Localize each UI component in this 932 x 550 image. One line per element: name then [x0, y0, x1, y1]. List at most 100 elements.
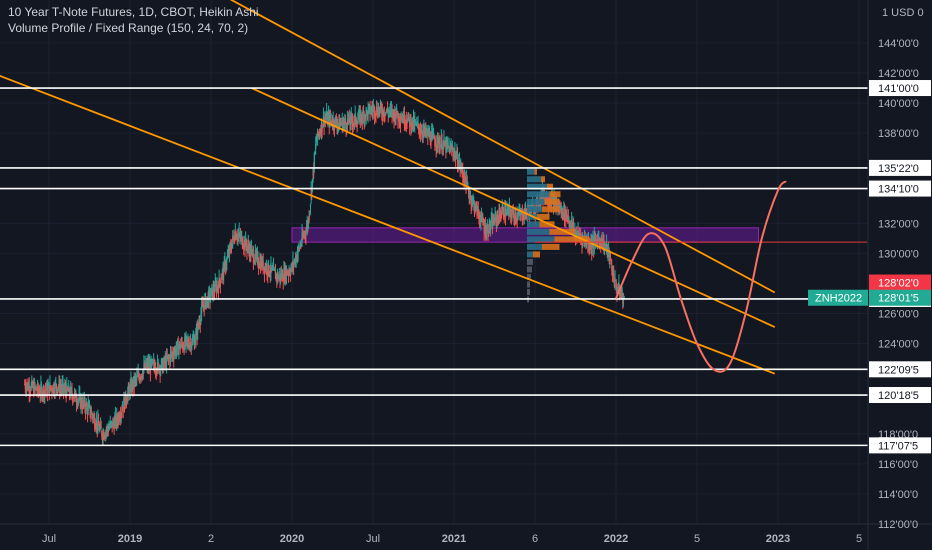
candle-body — [315, 144, 317, 150]
candle-body — [480, 218, 482, 223]
candle-body — [205, 298, 207, 309]
candle-body — [518, 209, 520, 215]
candle-body — [616, 287, 618, 294]
candle-body — [431, 130, 433, 136]
candle-body — [103, 435, 106, 438]
candle-body — [112, 422, 115, 424]
candle-body — [376, 108, 378, 115]
candle-body — [30, 384, 32, 390]
candle-body — [38, 390, 40, 392]
current-price-label: 128'02'0 — [878, 278, 919, 290]
candle-body — [397, 113, 400, 118]
candle-body — [232, 237, 234, 239]
candle-body — [248, 246, 250, 250]
candle-body — [136, 375, 139, 377]
candle-body — [484, 222, 486, 230]
candle-body — [335, 120, 337, 125]
candle-body — [524, 211, 526, 219]
candle-body — [164, 360, 166, 364]
channel-layer — [0, 0, 776, 375]
purple-zone — [291, 227, 760, 243]
candle-body — [226, 255, 229, 259]
candle-body — [255, 254, 257, 256]
candle-body — [235, 232, 237, 240]
candle-body — [415, 123, 417, 125]
candle-body — [412, 116, 415, 126]
candle-body — [262, 261, 264, 271]
candle-body — [377, 112, 379, 118]
candle-body — [283, 268, 285, 279]
candle-body — [496, 216, 498, 221]
candle-body — [76, 401, 78, 407]
candle-body — [493, 219, 495, 224]
levels-layer — [0, 87, 868, 447]
candle-body — [236, 236, 238, 240]
candle-body — [61, 388, 63, 390]
candle-body — [407, 112, 409, 120]
candle-body — [107, 427, 109, 430]
candle-body — [571, 219, 573, 225]
candle-body — [385, 112, 387, 115]
candle-body — [355, 121, 358, 126]
candle-body — [455, 152, 457, 160]
candle-body — [413, 120, 415, 128]
candle-body — [90, 411, 93, 415]
candle-body — [436, 134, 439, 145]
candle-body — [359, 113, 361, 124]
candle-body — [85, 402, 87, 410]
candle-body — [193, 338, 195, 340]
candle-body — [475, 202, 477, 207]
candle-body — [223, 260, 225, 273]
candle-body — [495, 216, 498, 224]
price-tick-label: 132'00'0 — [878, 218, 919, 230]
indicator-label[interactable]: Volume Profile / Fixed Range (150, 24, 7… — [8, 21, 249, 35]
candle-body — [180, 345, 182, 348]
candle-body — [366, 110, 368, 112]
volume-profile-bar-up — [527, 228, 550, 235]
candle-body — [198, 323, 200, 325]
candle-body — [371, 108, 373, 110]
candle-body — [174, 348, 176, 353]
candle-body — [81, 400, 83, 407]
candle-body — [70, 386, 72, 396]
candle-body — [498, 208, 500, 220]
candle-body — [226, 258, 228, 264]
time-tick-label: 2 — [208, 533, 214, 545]
candle-body — [246, 246, 248, 252]
candle-body — [617, 289, 619, 291]
candle-body — [225, 266, 227, 268]
candle-body — [482, 219, 484, 223]
candle-body — [129, 388, 131, 396]
candle-body — [418, 128, 420, 134]
candle-body — [85, 407, 87, 413]
candle-body — [239, 236, 242, 239]
candle-body — [269, 272, 271, 276]
candle-body — [95, 425, 97, 429]
candle-body — [389, 107, 391, 113]
candle-body — [111, 422, 113, 429]
candle-body — [333, 120, 335, 128]
candle-body — [242, 244, 244, 249]
candle-body — [475, 203, 477, 210]
price-tick-label: 142'00'0 — [878, 68, 919, 80]
projection-curve — [615, 180, 787, 373]
candle-body — [265, 266, 267, 272]
candle-body — [395, 118, 397, 120]
candle-body — [208, 290, 210, 294]
candle-body — [67, 390, 69, 392]
candle-body — [140, 376, 142, 380]
candle-body — [569, 223, 571, 229]
candle-body — [126, 399, 128, 403]
candle-body — [462, 171, 464, 177]
candle-body — [404, 121, 406, 126]
candle-body — [200, 314, 202, 320]
candle-body — [312, 168, 314, 177]
candle-body — [35, 386, 37, 389]
candle-body — [257, 256, 259, 266]
candle-body — [175, 349, 177, 356]
candle-body — [177, 339, 179, 345]
candle-body — [88, 403, 91, 407]
candle-body — [311, 188, 313, 195]
candle-body — [296, 255, 298, 261]
